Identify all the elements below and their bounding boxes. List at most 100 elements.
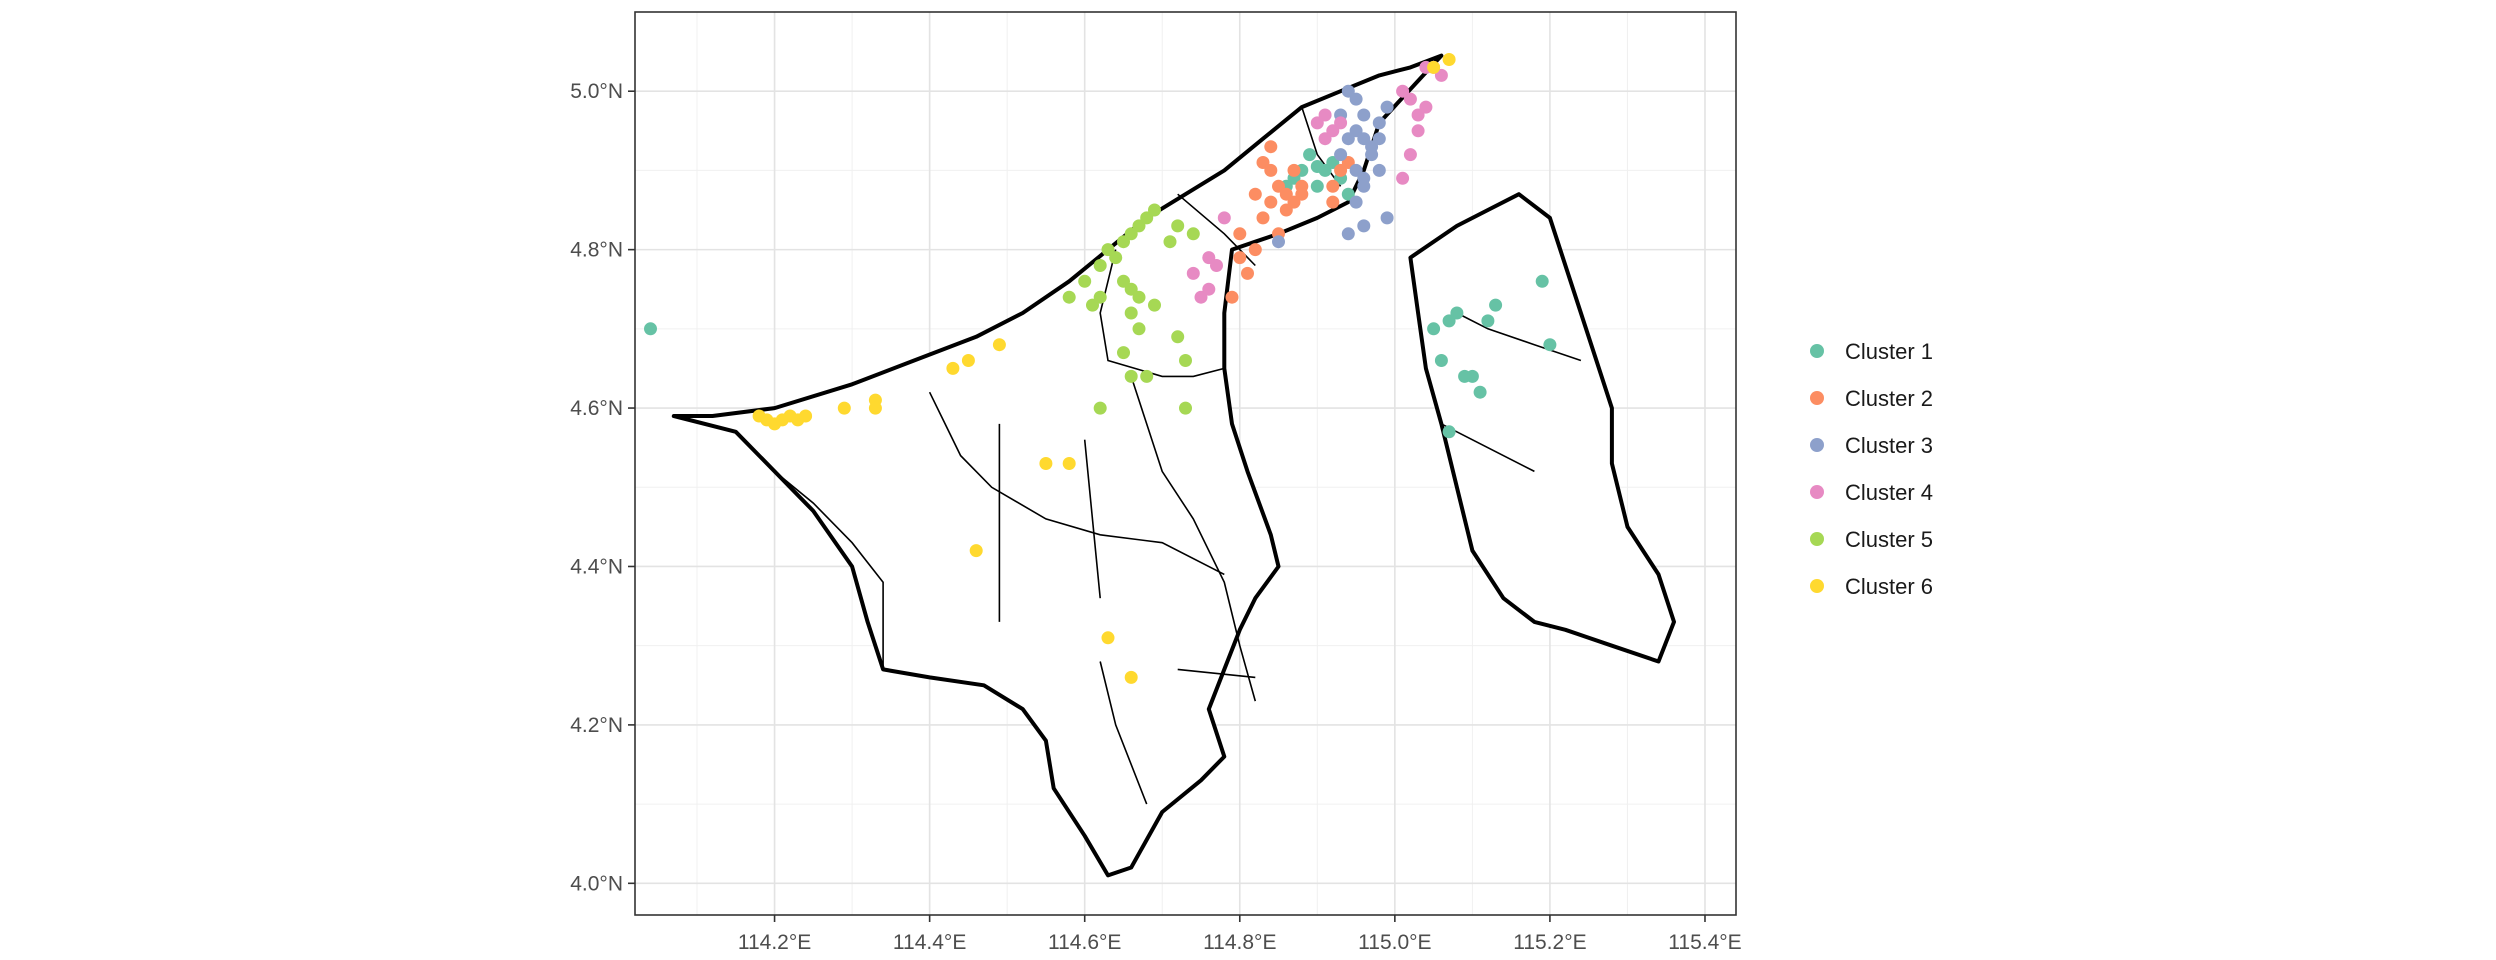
- district-boundary: [1099, 661, 1148, 805]
- data-point: [1442, 425, 1456, 439]
- data-point: [1225, 290, 1239, 304]
- data-point: [1186, 266, 1200, 280]
- data-point: [1349, 195, 1363, 209]
- district-boundary: [1456, 312, 1582, 362]
- data-point: [1403, 148, 1417, 162]
- legend-label: Cluster 4: [1845, 480, 1933, 505]
- data-point: [1148, 203, 1161, 217]
- data-point: [1396, 84, 1410, 98]
- x-tick-label: 114.4°E: [893, 931, 966, 954]
- data-point: [1248, 243, 1262, 257]
- data-point: [1458, 369, 1472, 383]
- data-point: [1171, 219, 1185, 233]
- data-point: [1287, 163, 1301, 177]
- data-point: [1341, 84, 1355, 98]
- data-point: [1419, 100, 1433, 114]
- legend: Cluster 1 Cluster 2 Cluster 3 Cluster 4 Clus…: [1810, 339, 1933, 599]
- data-point: [1473, 385, 1487, 399]
- data-point: [1093, 290, 1107, 304]
- data-point: [1334, 148, 1348, 162]
- x-tick-label: 115.0°E: [1358, 931, 1431, 954]
- data-point: [1318, 108, 1332, 122]
- data-point: [1489, 298, 1503, 312]
- data-point: [1163, 235, 1177, 249]
- data-point: [1341, 132, 1355, 146]
- data-point: [1117, 346, 1130, 360]
- data-point: [1194, 290, 1208, 304]
- data-point: [1202, 282, 1216, 296]
- data-point: [1248, 187, 1262, 201]
- data-point: [1132, 219, 1146, 233]
- district-boundary: [1301, 106, 1342, 187]
- district-boundary: [928, 391, 1225, 576]
- data-point: [1411, 108, 1425, 122]
- data-point: [1357, 132, 1371, 146]
- data-point: [1093, 401, 1107, 415]
- data-point: [1171, 330, 1185, 344]
- data-point: [1140, 211, 1154, 225]
- legend-label: Cluster 5: [1845, 527, 1933, 552]
- axis-layer: 114.2°E 114.4°E 114.6°E 114.8°E 115.0°E 115.2…: [570, 80, 1741, 954]
- legend-key: [1810, 532, 1824, 546]
- data-point: [1179, 354, 1192, 367]
- data-point: [1217, 211, 1231, 225]
- legend-key: [1810, 391, 1824, 405]
- x-tick-label: 115.4°E: [1668, 931, 1741, 954]
- data-point: [1310, 116, 1324, 130]
- data-point: [1233, 227, 1247, 241]
- data-point: [1403, 92, 1417, 106]
- data-point: [1357, 219, 1371, 233]
- data-point: [1264, 195, 1278, 209]
- data-point: [1124, 369, 1138, 383]
- data-point: [1334, 116, 1348, 130]
- data-point: [1210, 259, 1223, 272]
- data-point: [1062, 457, 1076, 470]
- data-point: [837, 401, 851, 415]
- data-point: [1427, 322, 1441, 336]
- x-tick-label: 114.6°E: [1048, 931, 1121, 954]
- data-point: [1442, 53, 1456, 66]
- data-point: [1434, 354, 1448, 367]
- data-point: [1380, 211, 1394, 225]
- data-point: [1310, 160, 1324, 173]
- data-point: [1140, 369, 1154, 383]
- data-point: [969, 544, 983, 558]
- data-point: [1318, 132, 1332, 146]
- data-point: [1093, 259, 1107, 272]
- data-point: [1396, 171, 1410, 185]
- data-point: [1326, 156, 1340, 169]
- data-point: [1124, 670, 1138, 684]
- data-point: [1543, 338, 1557, 352]
- data-point: [1179, 401, 1192, 415]
- data-point: [1357, 108, 1371, 122]
- data-point: [1256, 211, 1270, 225]
- data-point: [1148, 298, 1161, 312]
- district-boundary: [1177, 668, 1256, 679]
- data-point: [1372, 132, 1386, 146]
- district-boundary: [1083, 439, 1101, 599]
- data-point: [868, 401, 882, 415]
- legend-key: [1810, 579, 1824, 593]
- data-point: [1233, 251, 1247, 265]
- data-point: [1039, 457, 1053, 470]
- data-point: [1481, 314, 1495, 328]
- data-point: [644, 322, 657, 336]
- data-point: [961, 354, 975, 367]
- legend-label: Cluster 2: [1845, 386, 1933, 411]
- data-point: [1256, 156, 1270, 169]
- data-point: [1427, 60, 1441, 74]
- data-point: [1535, 274, 1549, 288]
- data-point: [1326, 179, 1340, 193]
- y-tick-label: 4.8°N: [570, 239, 623, 262]
- data-point: [992, 338, 1006, 352]
- district-boundary: [1130, 376, 1257, 702]
- data-point: [1310, 179, 1324, 193]
- y-tick-label: 4.0°N: [570, 872, 623, 895]
- legend-label: Cluster 6: [1845, 574, 1933, 599]
- x-tick-label: 115.2°E: [1513, 931, 1586, 954]
- x-tick-label: 114.2°E: [738, 931, 811, 954]
- legend-key: [1810, 485, 1824, 499]
- data-point: [1272, 179, 1285, 193]
- data-point: [1264, 140, 1278, 154]
